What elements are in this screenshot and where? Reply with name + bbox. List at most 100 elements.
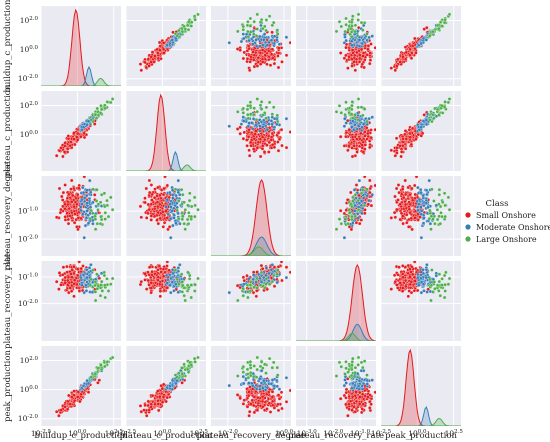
point-small-onshore (241, 136, 246, 141)
point-small-onshore (245, 273, 249, 278)
point-small-onshore (404, 50, 409, 55)
point-moderate-onshore (344, 121, 348, 125)
point-moderate-onshore (270, 122, 274, 127)
point-large-onshore (365, 32, 369, 36)
point-small-onshore (161, 274, 166, 278)
point-small-onshore (77, 186, 81, 190)
point-small-onshore (143, 271, 147, 276)
point-moderate-onshore (356, 216, 361, 220)
point-large-onshore (251, 112, 256, 117)
point-large-onshore (356, 18, 360, 22)
point-large-onshore (109, 282, 113, 286)
point-small-onshore (368, 178, 372, 183)
point-small-onshore (65, 278, 70, 283)
point-large-onshore (343, 217, 347, 221)
y-tick-label: 102.0 (20, 101, 39, 110)
point-small-onshore (72, 294, 76, 299)
point-small-onshore (70, 193, 75, 198)
point-small-onshore (72, 271, 76, 276)
point-large-onshore (443, 203, 447, 208)
point-small-onshore (144, 287, 149, 291)
point-small-onshore (406, 225, 411, 229)
point-small-onshore (368, 51, 372, 55)
point-large-onshore (344, 22, 348, 27)
point-large-onshore (180, 202, 184, 206)
point-large-onshore (181, 214, 185, 219)
point-small-onshore (58, 210, 63, 215)
point-large-onshore (353, 214, 357, 219)
point-large-onshore (99, 192, 104, 197)
point-small-onshore (403, 132, 407, 137)
point-small-onshore (59, 207, 63, 212)
point-small-onshore (410, 227, 414, 232)
point-small-onshore (61, 204, 65, 209)
point-small-onshore (404, 284, 408, 289)
point-small-onshore (344, 134, 348, 139)
point-small-onshore (260, 146, 265, 151)
point-small-onshore (57, 271, 62, 275)
point-small-onshore (247, 68, 252, 73)
point-moderate-onshore (247, 121, 251, 125)
point-moderate-onshore (415, 205, 420, 209)
y-tick-label: 102.0 (20, 16, 39, 25)
point-small-onshore (146, 57, 151, 62)
panel-marks (227, 261, 291, 303)
point-large-onshore (103, 295, 107, 300)
point-large-onshore (431, 112, 435, 117)
point-small-onshore (54, 279, 59, 284)
point-large-onshore (428, 118, 432, 122)
panel-plateau_recovery_degree-vs-plateau_c_production (125, 176, 206, 256)
point-large-onshore (259, 100, 264, 104)
point-large-onshore (103, 106, 108, 110)
point-moderate-onshore (84, 193, 89, 198)
point-small-onshore (75, 135, 79, 139)
panel-marks (296, 263, 376, 341)
point-moderate-onshore (342, 124, 347, 128)
point-small-onshore (139, 215, 144, 220)
point-large-onshore (248, 280, 253, 284)
panel-plateau_recovery_rate-vs-buildup_c_production: 10-2.010-1.0 (18, 261, 121, 341)
point-small-onshore (252, 64, 257, 69)
point-small-onshore (288, 130, 291, 134)
point-moderate-onshore (417, 197, 422, 202)
point-large-onshore (350, 204, 354, 209)
point-large-onshore (443, 214, 447, 219)
point-large-onshore (437, 187, 442, 192)
point-small-onshore (66, 217, 71, 222)
point-small-onshore (403, 202, 408, 207)
point-large-onshore (188, 191, 192, 196)
y-tick-label: 10-1.0 (18, 207, 39, 216)
point-large-onshore (347, 211, 352, 215)
point-small-onshore (153, 187, 157, 191)
point-large-onshore (439, 211, 443, 215)
point-small-onshore (152, 206, 157, 211)
point-small-onshore (255, 146, 260, 150)
point-small-onshore (359, 131, 363, 136)
point-moderate-onshore (267, 40, 271, 45)
point-large-onshore (346, 221, 350, 226)
point-small-onshore (147, 178, 152, 183)
point-small-onshore (347, 143, 351, 148)
point-large-onshore (196, 207, 200, 212)
kde-large-onshore (211, 246, 291, 256)
point-large-onshore (428, 208, 432, 213)
point-small-onshore (270, 47, 275, 52)
point-small-onshore (396, 198, 400, 202)
point-small-onshore (76, 227, 80, 232)
point-large-onshore (103, 217, 107, 221)
point-large-onshore (99, 107, 104, 112)
point-large-onshore (106, 214, 111, 219)
point-large-onshore (432, 116, 436, 120)
panel-marks (138, 176, 200, 240)
point-moderate-onshore (360, 41, 364, 46)
point-moderate-onshore (284, 35, 289, 39)
point-small-onshore (150, 198, 154, 202)
point-moderate-onshore (241, 115, 246, 119)
point-small-onshore (63, 183, 67, 187)
point-moderate-onshore (424, 188, 429, 192)
point-large-onshore (440, 103, 444, 108)
point-moderate-onshore (88, 205, 93, 210)
point-large-onshore (186, 203, 190, 208)
point-small-onshore (59, 146, 63, 150)
panel-plateau_c_production-vs-plateau_recovery_rate (296, 91, 376, 171)
